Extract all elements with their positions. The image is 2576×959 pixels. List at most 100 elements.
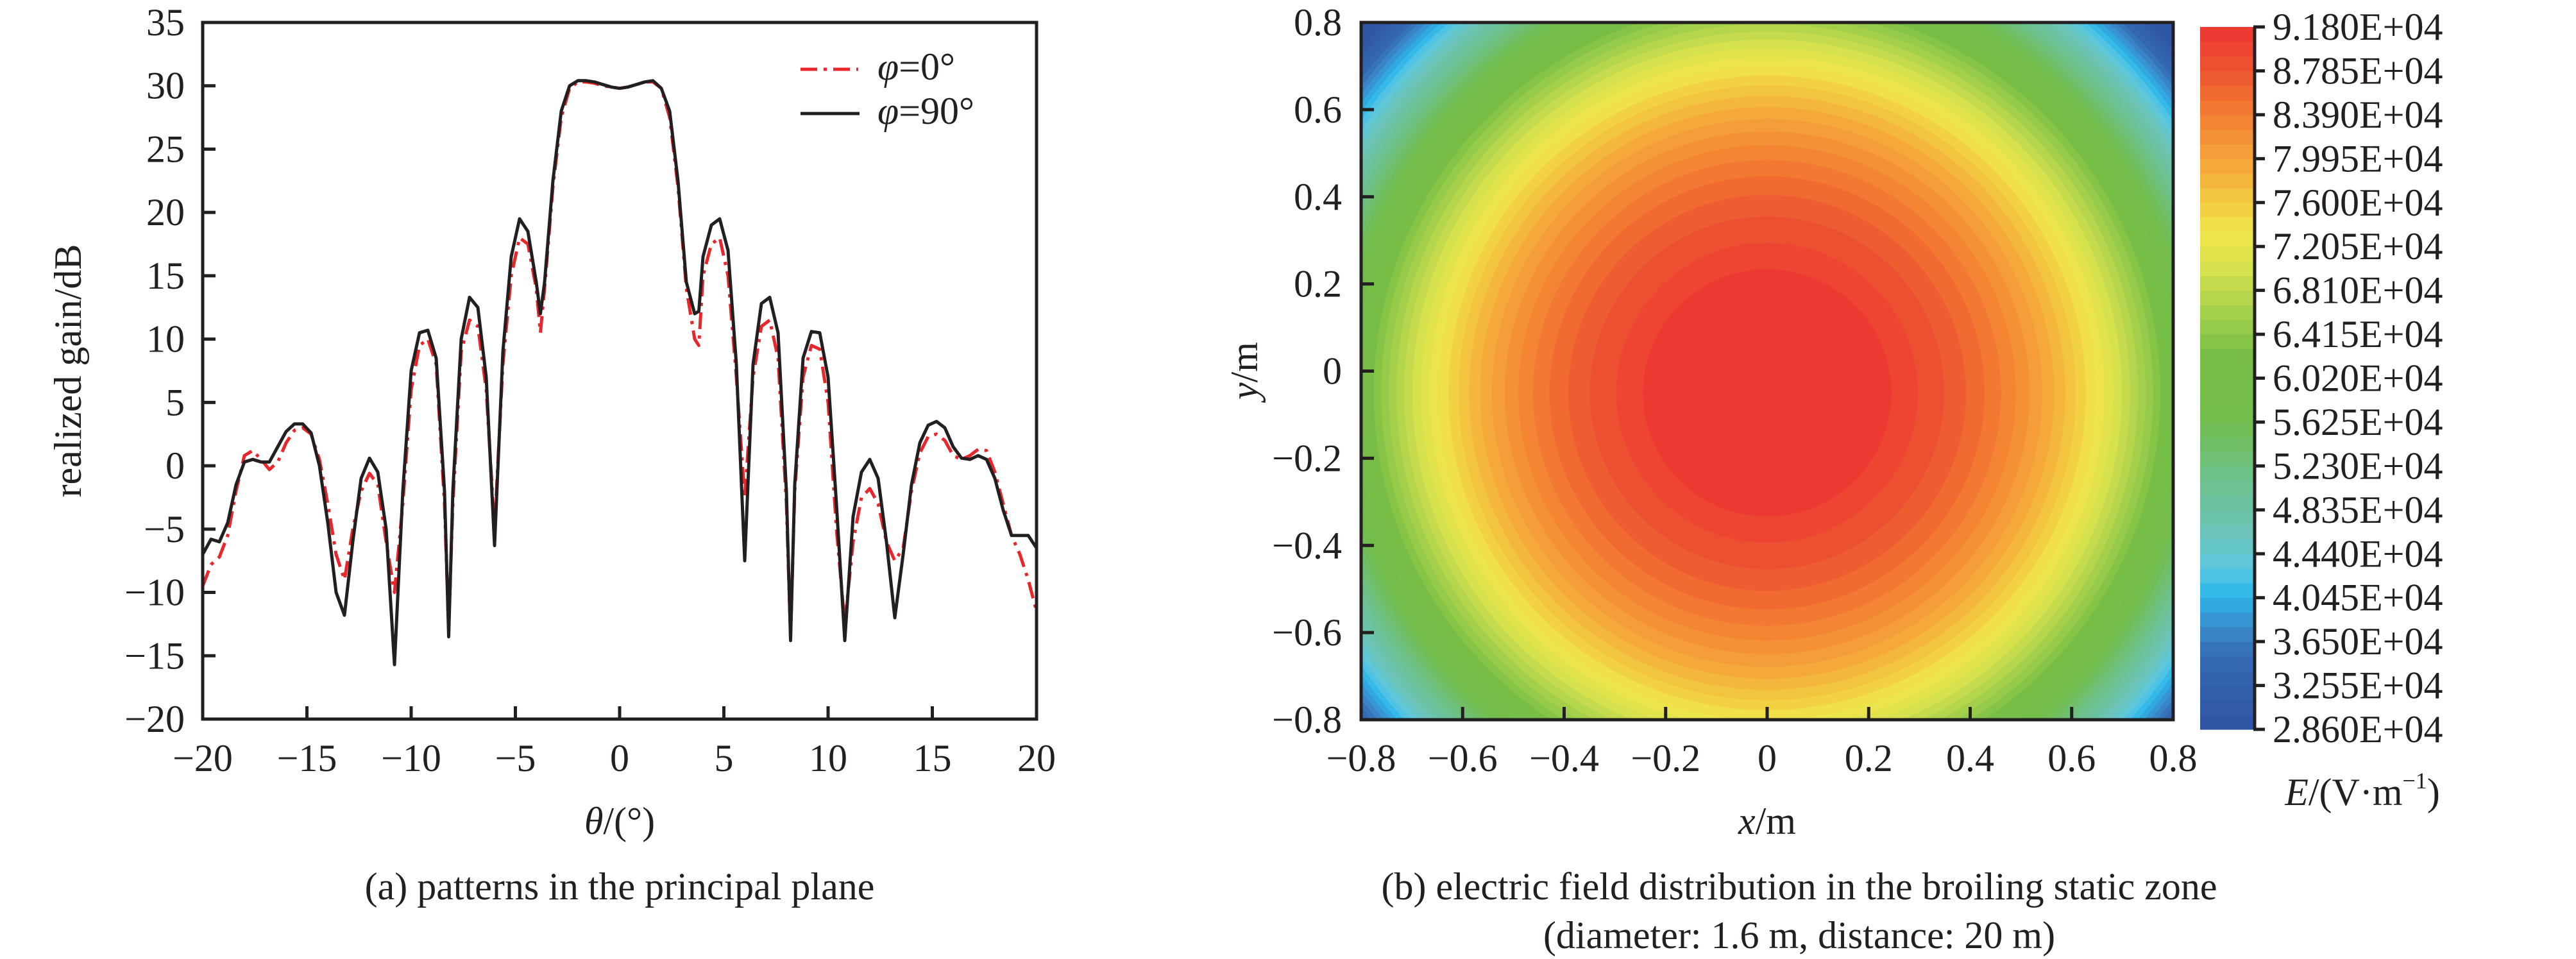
colorbar-band — [2200, 275, 2253, 291]
colorbar: 9.180E+048.785E+048.390E+047.995E+047.60… — [2200, 6, 2443, 751]
colorbar-tick-label: 4.045E+04 — [2273, 577, 2443, 619]
a-x-axis-symbol: θ — [584, 800, 603, 842]
colorbar-band — [2200, 715, 2253, 730]
a-x-tick-label: 10 — [809, 737, 847, 779]
colorbar-band — [2200, 582, 2253, 598]
b-x-axis-title: x/m — [1738, 800, 1796, 842]
colorbar-title: E/(V·m−1) — [2284, 768, 2440, 813]
b-x-tick-label: −0.6 — [1428, 737, 1498, 779]
series-line-phi0 — [201, 80, 1038, 639]
legend-label-phi0: φ=0° — [877, 46, 955, 88]
b-y-axis-title: y/m — [1223, 342, 1266, 403]
a-caption: (a) patterns in the principal plane — [365, 865, 875, 908]
colorbar-title-unit: /(V·m — [2309, 771, 2403, 813]
b-x-tick-label: 0.8 — [2149, 737, 2198, 779]
b-x-tick-label: 0.2 — [1845, 737, 1893, 779]
b-y-tick-label: 0.2 — [1294, 263, 1342, 305]
colorbar-band — [2200, 41, 2253, 57]
a-x-tick-label: −10 — [381, 737, 441, 779]
colorbar-tick-label: 6.810E+04 — [2273, 269, 2443, 312]
colorbar-band — [2200, 158, 2253, 174]
b-x-axis-unit: /m — [1756, 800, 1796, 842]
colorbar-band — [2200, 217, 2253, 232]
colorbar-tick-label: 3.650E+04 — [2273, 620, 2443, 663]
colorbar-tick-label: 4.440E+04 — [2273, 532, 2443, 575]
b-y-tick-label: −0.8 — [1272, 699, 1342, 741]
colorbar-band — [2200, 114, 2253, 130]
colorbar-tick-label: 7.600E+04 — [2273, 182, 2443, 224]
a-series-group — [201, 79, 1038, 666]
colorbar-band — [2200, 378, 2253, 393]
colorbar-tick-label: 7.205E+04 — [2273, 225, 2443, 267]
colorbar-band — [2200, 670, 2253, 686]
colorbar-band — [2200, 393, 2253, 408]
colorbar-band — [2200, 319, 2253, 335]
colorbar-band — [2200, 407, 2253, 423]
colorbar-band — [2200, 232, 2253, 247]
a-y-tick-label: 10 — [146, 318, 185, 361]
b-x-tick-label: −0.4 — [1529, 737, 1599, 779]
colorbar-band — [2200, 436, 2253, 452]
colorbar-band — [2200, 421, 2253, 437]
legend-phi-value: =0° — [899, 46, 955, 88]
colorbar-band — [2200, 187, 2253, 203]
b-y-axis-symbol: y — [1223, 382, 1266, 403]
b-ticks: −0.8 −0.6 −0.4 −0.2 0 0.2 0.4 0.6 0.8 −0.8 −0.6 −0.… — [1272, 1, 2197, 779]
colorbar-band — [2200, 27, 2253, 42]
colorbar-tick-label: 4.835E+04 — [2273, 489, 2443, 531]
b-y-tick-label: 0.4 — [1294, 176, 1342, 218]
a-x-axis-unit: /(°) — [603, 800, 655, 842]
legend-phi-value: =90° — [899, 90, 974, 132]
a-x-tick-label: −5 — [495, 737, 536, 779]
colorbar-tick-label: 5.230E+04 — [2273, 445, 2443, 487]
a-y-tick-label: −5 — [144, 508, 185, 550]
legend-label-phi90: φ=90° — [877, 90, 974, 132]
colorbar-band — [2200, 246, 2253, 262]
colorbar-title-symbol: E — [2284, 771, 2309, 813]
colorbar-band — [2200, 509, 2253, 525]
colorbar-band — [2200, 261, 2253, 276]
colorbar-tick-label: 2.860E+04 — [2273, 708, 2443, 751]
colorbar-band — [2200, 71, 2253, 86]
colorbar-band — [2200, 627, 2253, 642]
colorbar-tick-label: 6.020E+04 — [2273, 357, 2443, 400]
colorbar-band — [2200, 451, 2253, 466]
colorbar-band — [2200, 656, 2253, 672]
colorbar-band — [2200, 100, 2253, 115]
colorbar-tick-label: 8.785E+04 — [2273, 49, 2443, 92]
legend-phi-symbol: φ — [877, 90, 899, 132]
a-x-tick-label: −20 — [173, 737, 233, 779]
a-y-tick-label: −10 — [124, 572, 185, 614]
colorbar-title-close: ) — [2427, 771, 2440, 813]
a-x-axis-title: θ/(°) — [584, 800, 655, 842]
panel-b-field-distribution: −0.8 −0.6 −0.4 −0.2 0 0.2 0.4 0.6 0.8 −0.8 −0.6 −0.… — [1223, 1, 2443, 956]
b-y-axis-unit: /m — [1223, 342, 1266, 382]
b-y-tick-label: −0.4 — [1272, 524, 1342, 566]
colorbar-band — [2200, 129, 2253, 145]
a-y-tick-label: 35 — [146, 1, 185, 44]
legend-phi-symbol: φ — [877, 46, 899, 88]
colorbar-band — [2200, 56, 2253, 72]
b-plot-frame — [1359, 21, 2175, 722]
b-x-tick-label: 0 — [1758, 737, 1777, 779]
colorbar-band — [2200, 334, 2253, 350]
colorbar-band — [2200, 554, 2253, 569]
colorbar-band — [2200, 700, 2253, 715]
b-y-tick-label: −0.6 — [1272, 611, 1342, 654]
b-x-tick-label: −0.8 — [1326, 737, 1396, 779]
colorbar-band — [2200, 202, 2253, 218]
a-legend: φ=0° φ=90° — [801, 46, 974, 132]
colorbar-tick-label: 8.390E+04 — [2273, 94, 2443, 136]
a-y-tick-label: 5 — [165, 381, 185, 423]
a-ticks: −20 −15 −10 −5 0 5 10 15 20 −20 −15 −10 −5 0 5 10 15 20 25… — [124, 1, 1056, 779]
colorbar-band — [2200, 597, 2253, 613]
b-x-tick-label: 0.6 — [2047, 737, 2096, 779]
series-line-phi90 — [201, 79, 1038, 666]
a-x-tick-label: 0 — [610, 737, 629, 779]
field-contour-map — [1361, 22, 2173, 720]
colorbar-band — [2200, 495, 2253, 511]
b-y-tick-label: −0.2 — [1272, 437, 1342, 479]
b-y-tick-label: 0.6 — [1294, 89, 1342, 131]
